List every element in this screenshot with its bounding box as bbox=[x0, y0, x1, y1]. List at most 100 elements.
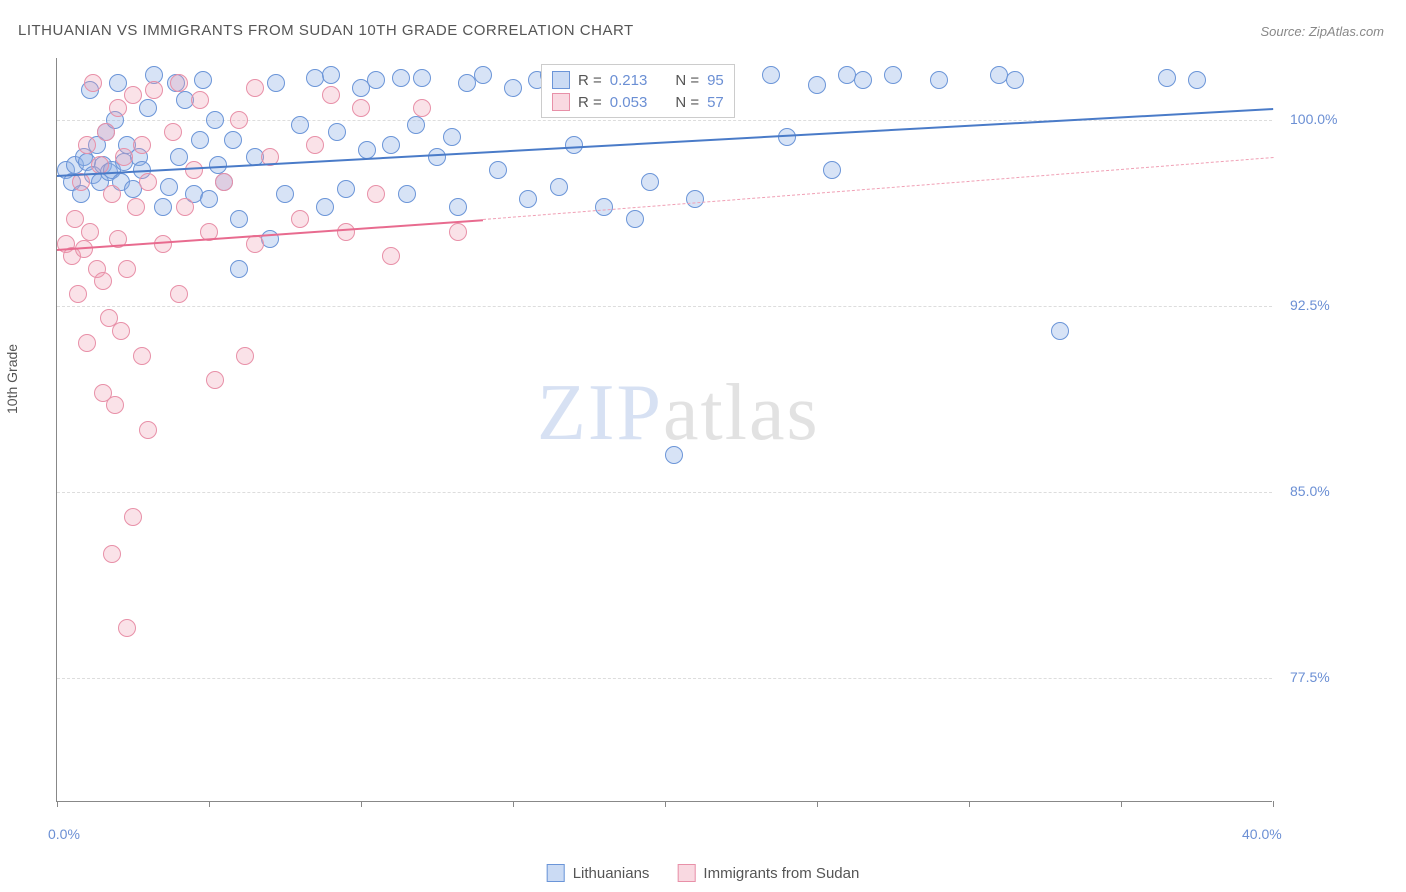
x-tick bbox=[361, 801, 362, 807]
scatter-point-lithuanians bbox=[328, 123, 346, 141]
scatter-point-sudan bbox=[66, 210, 84, 228]
scatter-point-lithuanians bbox=[322, 66, 340, 84]
scatter-point-sudan bbox=[236, 347, 254, 365]
scatter-point-sudan bbox=[97, 123, 115, 141]
scatter-point-sudan bbox=[69, 285, 87, 303]
scatter-point-sudan bbox=[78, 136, 96, 154]
scatter-point-sudan bbox=[124, 86, 142, 104]
watermark-atlas: atlas bbox=[663, 369, 820, 457]
x-tick bbox=[209, 801, 210, 807]
scatter-point-sudan bbox=[170, 74, 188, 92]
legend-n-value: 95 bbox=[707, 72, 724, 89]
scatter-point-lithuanians bbox=[854, 71, 872, 89]
legend-top-row: R =0.213N =95 bbox=[552, 69, 724, 91]
x-tick bbox=[57, 801, 58, 807]
scatter-point-sudan bbox=[246, 235, 264, 253]
scatter-point-sudan bbox=[112, 322, 130, 340]
legend-r-label: R = bbox=[578, 72, 602, 89]
scatter-point-lithuanians bbox=[154, 198, 172, 216]
scatter-point-sudan bbox=[106, 396, 124, 414]
watermark: ZIPatlas bbox=[537, 368, 820, 459]
scatter-point-sudan bbox=[176, 198, 194, 216]
x-tick bbox=[513, 801, 514, 807]
scatter-point-lithuanians bbox=[209, 156, 227, 174]
scatter-point-sudan bbox=[352, 99, 370, 117]
scatter-point-sudan bbox=[191, 91, 209, 109]
legend-bottom-label: Immigrants from Sudan bbox=[703, 865, 859, 882]
legend-bottom-item: Lithuanians bbox=[547, 864, 650, 882]
scatter-point-lithuanians bbox=[428, 148, 446, 166]
scatter-point-sudan bbox=[215, 173, 233, 191]
scatter-point-sudan bbox=[133, 347, 151, 365]
scatter-point-lithuanians bbox=[626, 210, 644, 228]
scatter-point-sudan bbox=[115, 148, 133, 166]
scatter-point-lithuanians bbox=[224, 131, 242, 149]
legend-top: R =0.213N =95R =0.053N =57 bbox=[541, 64, 735, 118]
scatter-point-sudan bbox=[367, 185, 385, 203]
scatter-point-lithuanians bbox=[808, 76, 826, 94]
scatter-point-lithuanians bbox=[367, 71, 385, 89]
scatter-point-sudan bbox=[103, 545, 121, 563]
scatter-point-lithuanians bbox=[884, 66, 902, 84]
scatter-point-lithuanians bbox=[358, 141, 376, 159]
scatter-point-sudan bbox=[170, 285, 188, 303]
scatter-point-sudan bbox=[81, 223, 99, 241]
scatter-point-sudan bbox=[246, 79, 264, 97]
scatter-point-sudan bbox=[118, 619, 136, 637]
legend-bottom: Lithuanians Immigrants from Sudan bbox=[547, 864, 860, 882]
scatter-point-sudan bbox=[306, 136, 324, 154]
scatter-point-lithuanians bbox=[109, 74, 127, 92]
scatter-point-lithuanians bbox=[230, 260, 248, 278]
scatter-point-lithuanians bbox=[276, 185, 294, 203]
legend-bottom-item: Immigrants from Sudan bbox=[677, 864, 859, 882]
scatter-point-lithuanians bbox=[449, 198, 467, 216]
scatter-point-sudan bbox=[118, 260, 136, 278]
scatter-point-lithuanians bbox=[413, 69, 431, 87]
gridline-h bbox=[57, 492, 1272, 493]
scatter-point-sudan bbox=[109, 99, 127, 117]
scatter-point-lithuanians bbox=[160, 178, 178, 196]
scatter-point-sudan bbox=[103, 185, 121, 203]
x-tick bbox=[817, 801, 818, 807]
scatter-point-lithuanians bbox=[291, 116, 309, 134]
scatter-point-lithuanians bbox=[337, 180, 355, 198]
scatter-point-sudan bbox=[413, 99, 431, 117]
scatter-point-lithuanians bbox=[1188, 71, 1206, 89]
scatter-point-sudan bbox=[382, 247, 400, 265]
scatter-point-lithuanians bbox=[823, 161, 841, 179]
x-tick bbox=[1121, 801, 1122, 807]
scatter-point-lithuanians bbox=[139, 99, 157, 117]
scatter-point-lithuanians bbox=[665, 446, 683, 464]
scatter-point-sudan bbox=[127, 198, 145, 216]
x-tick bbox=[665, 801, 666, 807]
gridline-h bbox=[57, 306, 1272, 307]
x-tick bbox=[1273, 801, 1274, 807]
y-tick-label: 85.0% bbox=[1290, 483, 1330, 499]
scatter-point-sudan bbox=[164, 123, 182, 141]
scatter-point-sudan bbox=[133, 136, 151, 154]
scatter-point-lithuanians bbox=[778, 128, 796, 146]
scatter-point-sudan bbox=[94, 272, 112, 290]
legend-swatch bbox=[547, 864, 565, 882]
x-tick-label: 0.0% bbox=[48, 826, 80, 842]
scatter-point-lithuanians bbox=[407, 116, 425, 134]
scatter-point-lithuanians bbox=[504, 79, 522, 97]
legend-r-value: 0.213 bbox=[610, 72, 648, 89]
scatter-point-sudan bbox=[145, 81, 163, 99]
y-tick-label: 100.0% bbox=[1290, 111, 1337, 127]
chart-title: LITHUANIAN VS IMMIGRANTS FROM SUDAN 10TH… bbox=[18, 22, 634, 39]
scatter-point-sudan bbox=[206, 371, 224, 389]
scatter-point-lithuanians bbox=[595, 198, 613, 216]
scatter-point-lithuanians bbox=[191, 131, 209, 149]
scatter-point-lithuanians bbox=[200, 190, 218, 208]
scatter-point-lithuanians bbox=[565, 136, 583, 154]
legend-swatch bbox=[677, 864, 695, 882]
scatter-point-sudan bbox=[78, 334, 96, 352]
scatter-point-lithuanians bbox=[398, 185, 416, 203]
legend-swatch bbox=[552, 93, 570, 111]
source-attribution: Source: ZipAtlas.com bbox=[1260, 24, 1384, 39]
scatter-point-lithuanians bbox=[1158, 69, 1176, 87]
legend-top-row: R =0.053N =57 bbox=[552, 91, 724, 113]
scatter-point-sudan bbox=[449, 223, 467, 241]
scatter-point-lithuanians bbox=[762, 66, 780, 84]
